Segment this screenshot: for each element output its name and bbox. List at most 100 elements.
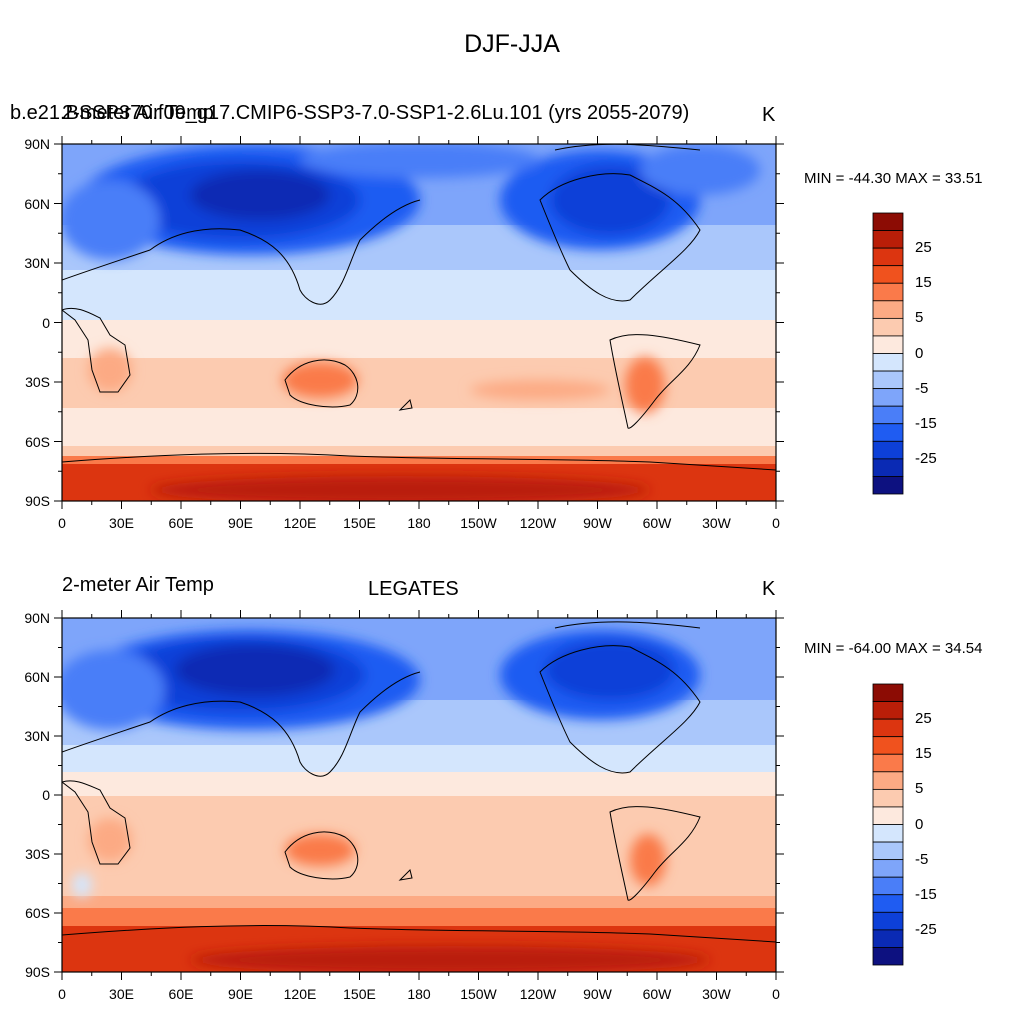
colorbar-swatch [872, 300, 904, 319]
lat-tick-label: 30S [25, 374, 50, 390]
colorbar-swatch [872, 440, 904, 460]
panel2-map [62, 618, 776, 972]
lon-tick-label: 0 [58, 986, 66, 1002]
colorbar-label: -15 [915, 885, 937, 903]
lon-tick-label: 120W [519, 986, 557, 1002]
panel1-left-title: 2-meter Air Temp [62, 102, 214, 124]
colorbar-label: 0 [915, 344, 924, 362]
lon-tick-label: 30E [109, 986, 134, 1002]
colorbar-swatch [872, 859, 904, 878]
colorbar-swatch [872, 718, 904, 738]
colorbar-label: -25 [915, 449, 937, 467]
colorbar-swatch [872, 701, 904, 720]
colorbar-swatch [872, 247, 904, 267]
lon-tick-label: 120E [283, 986, 317, 1002]
lon-tick-label: 60E [168, 515, 194, 531]
lon-tick-label: 60E [168, 986, 194, 1002]
colorbar-swatch [872, 824, 904, 843]
lon-tick-label: 120E [283, 515, 317, 531]
lon-tick-label: 180 [407, 986, 431, 1002]
colorbar-swatch [872, 476, 904, 495]
lat-tick-label: 90S [25, 493, 50, 509]
colorbar-label: -5 [915, 850, 929, 868]
lat-tick-label: 90S [25, 964, 50, 980]
lon-tick-label: 180 [407, 515, 431, 531]
lat-tick-label: 30N [24, 728, 50, 744]
colorbar-swatch [872, 388, 904, 407]
lon-tick-label: 90W [583, 986, 612, 1002]
colorbar-swatch [872, 876, 904, 896]
lon-tick-label: 90E [228, 986, 253, 1002]
colorbar-swatch [872, 230, 904, 249]
panel1-units: K [762, 104, 776, 126]
lat-tick-label: 60S [25, 433, 50, 450]
colorbar-swatch [872, 683, 904, 702]
colorbar-swatch [872, 894, 904, 913]
colorbar-label: 25 [915, 239, 932, 257]
colorbar-swatch [872, 335, 904, 354]
colorbar-label: 25 [915, 710, 932, 728]
colorbar-label: 15 [915, 274, 932, 292]
panel2-left-title: 2-meter Air Temp [62, 574, 214, 596]
lon-tick-label: 0 [772, 986, 780, 1002]
lat-tick-label: 60N [24, 669, 50, 685]
colorbar-label: -5 [915, 379, 929, 397]
colorbar-swatch [872, 929, 904, 948]
colorbar-label: 5 [915, 309, 924, 327]
panel2-minmax: MIN = -64.00 MAX = 34.54 [804, 640, 983, 657]
colorbar-swatch [872, 458, 904, 477]
lon-tick-label: 60W [642, 515, 672, 531]
colorbar-label: -15 [915, 414, 937, 432]
colorbar-label: 0 [915, 815, 924, 833]
lat-tick-label: 0 [42, 787, 50, 803]
lon-tick-label: 30W [702, 986, 731, 1002]
lon-tick-label: 150W [460, 986, 497, 1002]
lon-tick-label: 0 [772, 515, 780, 531]
colorbar-swatch [872, 212, 904, 231]
colorbar-swatch [872, 370, 904, 390]
colorbar-swatch [872, 736, 904, 755]
lon-tick-label: 0 [58, 515, 66, 531]
colorbar-swatch [872, 282, 904, 302]
lat-tick-label: 60N [24, 195, 50, 212]
panel2-center-title: LEGATES [368, 578, 459, 600]
colorbar-swatch [872, 353, 904, 372]
colorbar-swatch [872, 317, 904, 337]
panel1-map [62, 144, 776, 501]
lon-tick-label: 30E [109, 515, 134, 531]
panel1-colorbar [872, 212, 904, 495]
lon-tick-label: 150E [343, 515, 376, 531]
lon-tick-label: 150E [343, 986, 376, 1002]
colorbar-label: 15 [915, 745, 932, 763]
colorbar-swatch [872, 947, 904, 966]
colorbar-swatch [872, 806, 904, 825]
lat-tick-label: 30S [25, 846, 50, 862]
lat-tick-label: 90N [24, 136, 50, 152]
lon-tick-label: 150W [460, 515, 497, 531]
colorbar-label: -25 [915, 920, 937, 938]
panel1-case-name: b.e21.BSSP370.f09_g17.CMIP6-SSP3-7.0-SSP… [10, 102, 690, 124]
lat-tick-label: 90N [24, 610, 50, 626]
colorbar-label: 5 [915, 780, 924, 798]
colorbar-swatch [872, 788, 904, 808]
colorbar-swatch [872, 771, 904, 790]
lat-tick-label: 30N [24, 255, 50, 271]
panel2-colorbar [872, 683, 904, 966]
main-title: DJF-JJA [464, 30, 560, 58]
panel1-minmax: MIN = -44.30 MAX = 33.51 [804, 170, 983, 187]
lon-tick-label: 90E [228, 515, 253, 531]
colorbar-swatch [872, 405, 904, 425]
lon-tick-label: 30W [702, 515, 731, 531]
panel2-units: K [762, 578, 776, 600]
colorbar-swatch [872, 911, 904, 931]
lon-tick-label: 60W [642, 986, 672, 1002]
colorbar-swatch [872, 841, 904, 861]
colorbar-swatch [872, 265, 904, 284]
lon-tick-label: 90W [583, 515, 612, 531]
colorbar-swatch [872, 753, 904, 773]
lat-tick-label: 60S [25, 905, 50, 921]
lon-tick-label: 120W [519, 515, 557, 531]
lat-tick-label: 0 [42, 314, 50, 331]
colorbar-swatch [872, 423, 904, 442]
